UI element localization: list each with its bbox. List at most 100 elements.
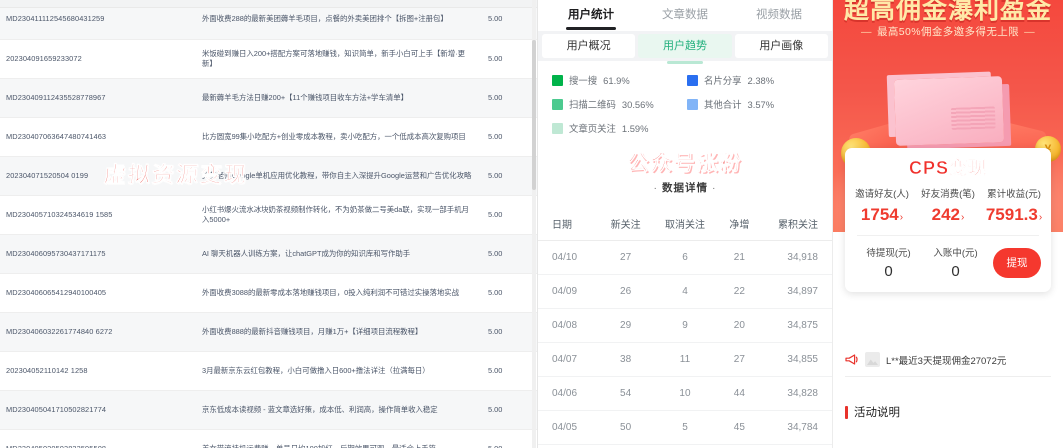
cell-price: 5.00 [482, 312, 537, 352]
watermark-text: 虚拟资源变现 [103, 162, 249, 188]
cell-product-name[interactable]: AI 聊天机器人训练方案，让chatGPT成为你的知识库和写作助手 [196, 234, 482, 274]
cell-date: 04/08 [538, 308, 597, 343]
cell-total-follows: 34,828 [763, 376, 832, 411]
commission-notice-text: L**最近3天提现佣金27072元 [886, 355, 1007, 367]
cell-product-name[interactable]: 最新薅羊毛方法日赚200+【11个赚钱项目收车方法+学车清单】 [196, 78, 482, 118]
cell-date: 04/07 [538, 342, 597, 377]
cell-order-id: 202304071520504 0199 [0, 156, 196, 196]
cell-order-id: 202304052110142 1258 [0, 351, 196, 391]
legend-label-article-page: 文章页关注 [569, 123, 616, 134]
payout-incoming: 入账中(元) 0 [922, 245, 989, 280]
table-row[interactable]: 202304071520504 0199 英美老师Google单机应用优化教程，带… [0, 156, 537, 196]
cell-product-name[interactable]: 小红书爆火流水冰块奶茶视频制作转化，不为奶茶做二号美da联，实现一部手机月入50… [196, 195, 482, 235]
stats-main-tabs: 用户统计 文章数据 视频数据 [538, 0, 832, 31]
stat-friend-orders-number: 242 [931, 205, 961, 224]
tab-video-data[interactable]: 视频数据 [756, 9, 802, 21]
wechat-stats-panel: 用户统计 文章数据 视频数据 用户概况 用户趋势 用户画像 搜一搜 61.9% … [538, 0, 833, 448]
table-row: 04/10 27 6 21 34,918 [538, 240, 832, 275]
table-row: 04/06 54 10 44 34,828 [538, 376, 832, 411]
tab-user-stats[interactable]: 用户统计 [544, 0, 638, 31]
table-row[interactable]: MD230409112435528778967 最新薅羊毛方法日赚200+【11个… [0, 78, 537, 118]
payout-pending-value: 0 [884, 263, 893, 280]
cell-product-name[interactable]: 比方圆宽99集小吃配方+创业零成本教程，卖小吃配方，一个低成本高次复购项目 [196, 117, 482, 157]
left-scrollbar[interactable] [532, 0, 536, 448]
cps-summary-card: CPS变现 邀请好友(人) 1754› 好友消费(笔) 242› 累计收益(元)… [845, 148, 1051, 292]
stat-invited-friends-label: 邀请好友(人) [855, 189, 909, 200]
table-row[interactable]: MD230405020503833595508 美女带流挂机运费赚，单号日均100… [0, 429, 537, 448]
activity-description-title: 活动说明 [854, 407, 900, 419]
promo-headline: 超高佣金瀑利盈金 [843, 0, 1052, 24]
stat-friend-orders-value: 242› [915, 205, 981, 225]
withdraw-button[interactable]: 提现 [993, 247, 1041, 278]
cell-net-growth: 45 [715, 410, 764, 445]
cell-product-name[interactable]: 英美老师Google单机应用优化教程，带你自主入深提升Google运营和广告优化… [196, 156, 482, 196]
promo-title: 公众号涨粉 [627, 152, 743, 176]
cell-price: 5.00 [482, 39, 537, 79]
table-row[interactable]: MD230406032261774840 6272 外面收费888的最新抖音赚钱项… [0, 312, 537, 352]
cell-new-follows: 27 [596, 240, 655, 275]
card-divider [857, 235, 1039, 236]
cell-total-follows: 34,897 [763, 274, 832, 309]
table-row[interactable]: 202304091659233072 米饭碰到赚日入200+搭配方案可落地赚钱，知… [0, 39, 537, 79]
table-row[interactable]: MD230407063647480741463 比方圆宽99集小吃配方+创业零成本… [0, 117, 537, 157]
legend-swatch-others [687, 98, 698, 110]
cell-new-follows: 38 [596, 342, 655, 377]
payout-pending: 待提现(元) 0 [855, 245, 922, 280]
segment-user-portrait[interactable]: 用户画像 [734, 34, 828, 58]
tab-article-data[interactable]: 文章数据 [662, 9, 708, 21]
legend-swatch-article-page [552, 122, 563, 134]
commission-notice[interactable]: L**最近3天提现佣金27072元 [845, 352, 1051, 367]
stat-total-earnings-value: 7591.3› [981, 205, 1047, 225]
legend-item-others: 其他合计 3.57% [687, 97, 818, 111]
section-accent-bar [845, 405, 848, 419]
cell-total-follows: 34,855 [763, 342, 832, 377]
legend-label-search: 搜一搜 [569, 75, 598, 86]
segment-user-trend[interactable]: 用户趋势 [638, 34, 732, 58]
cell-date: 04/05 [538, 410, 597, 445]
table-row[interactable]: MD230405041710502821774 京东低成本读视频 - 蓝文章选好策… [0, 390, 537, 430]
table-row[interactable]: MD230406095730437171175 AI 聊天机器人训练方案，让cha… [0, 234, 537, 274]
resource-table-body: MD230411112545680431259 外面收费288的最新美团薅羊毛项目… [0, 0, 537, 448]
stat-invited-friends[interactable]: 邀请好友(人) 1754› [849, 186, 915, 225]
cell-price: 5.00 [482, 156, 537, 196]
cell-product-name[interactable]: 3月最新京东云红包教程，小白可做撸入日600+撸法详注（拉满每日） [196, 351, 482, 391]
dot-right-icon: · [712, 182, 717, 194]
legend-value-article-page: 1.59% [621, 122, 649, 134]
dash-right-icon: — [1024, 26, 1035, 38]
promo-subline: — 最高50%佣金多邀多得无上限 — [833, 24, 1063, 39]
user-stats-segmented-control: 用户概况 用户趋势 用户画像 [538, 31, 832, 61]
cell-unfollows: 6 [654, 240, 716, 275]
table-header-strip [0, 0, 537, 8]
cell-product-name[interactable]: 米饭碰到赚日入200+搭配方案可落地赚钱，知识简单，新手小白可上手【新增·更新】 [196, 39, 482, 79]
legend-swatch-qrcode [552, 98, 563, 110]
legend-label-card-share: 名片分享 [704, 75, 742, 86]
cell-price: 5.00 [482, 195, 537, 235]
cell-product-name[interactable]: 京东低成本读视频 - 蓝文章选好策，成本低、利润高，操作简单收入稳定 [196, 390, 482, 430]
cell-order-id: MD230406065412940100405 [0, 273, 196, 313]
cell-product-name[interactable]: 外面收费3088的最新零成本落地赚钱项目，0投入纯利润不可错过实操落地实战 [196, 273, 482, 313]
table-row[interactable]: MD230405710324534619 1585 小红书爆火流水冰块奶茶视频制作… [0, 195, 537, 235]
stat-total-earnings[interactable]: 累计收益(元) 7591.3› [981, 186, 1047, 225]
legend-label-qrcode: 扫描二维码 [569, 99, 616, 110]
table-row[interactable]: 202304052110142 1258 3月最新京东云红包教程，小白可做撸入日6… [0, 351, 537, 391]
stat-total-earnings-number: 7591.3 [985, 205, 1038, 224]
cell-new-follows: 26 [596, 274, 655, 309]
cell-total-follows: 34,875 [763, 308, 832, 343]
legend-label-others: 其他合计 [704, 99, 742, 110]
cell-date: 04/09 [538, 274, 597, 309]
cell-price: 5.00 [482, 429, 537, 448]
banknote-icon [893, 76, 1005, 146]
cell-net-growth: 20 [715, 308, 764, 343]
cell-price: 5.00 [482, 390, 537, 430]
cps-promo-panel: 超高佣金瀑利盈金 —最高50%佣金多邀多得无上限— ¥ ¥ ¥ ¥ ¥ CPS变… [833, 0, 1063, 448]
segment-user-overview[interactable]: 用户概况 [542, 34, 636, 58]
table-row[interactable]: MD230406065412940100405 外面收费3088的最新零成本落地赚… [0, 273, 537, 313]
cell-price: 5.00 [482, 78, 537, 118]
cell-date: 04/10 [538, 240, 597, 275]
cell-new-follows: 54 [596, 376, 655, 411]
cell-price: 5.00 [482, 234, 537, 274]
cell-new-follows: 29 [596, 308, 655, 343]
stat-friend-orders[interactable]: 好友消费(笔) 242› [915, 186, 981, 225]
cell-product-name[interactable]: 外面收费888的最新抖音赚钱项目，月赚1万+【详细项目流程教程】 [196, 312, 482, 352]
cell-product-name[interactable]: 美女带流挂机运费赚，单号日均100加红，后期效果可观，最适合上手篇 [196, 429, 482, 448]
